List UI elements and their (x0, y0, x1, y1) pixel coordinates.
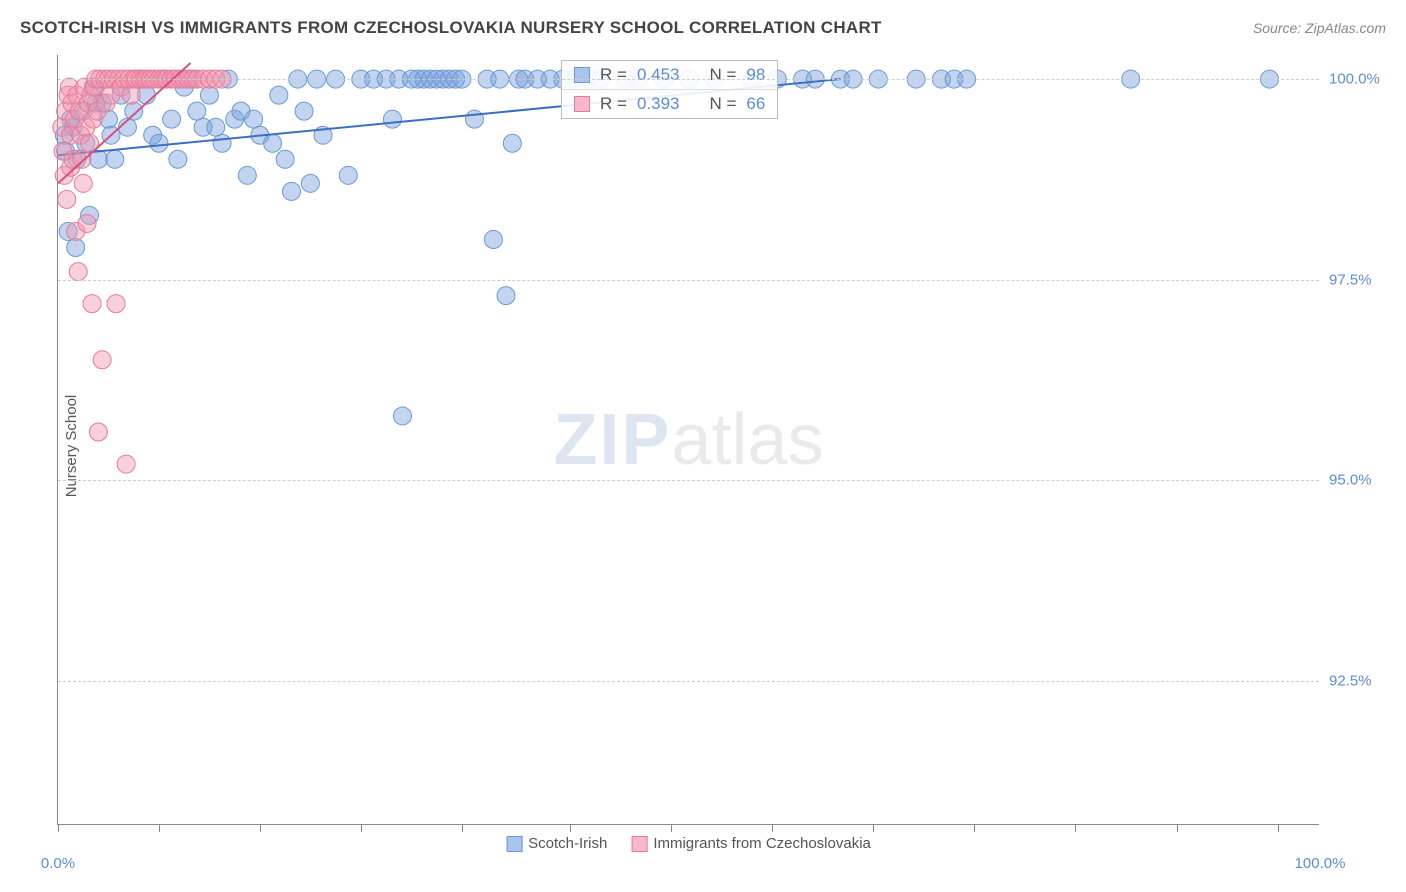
x-tick (159, 824, 160, 832)
data-point (295, 102, 313, 120)
stats-r-label: R = (600, 94, 627, 114)
data-point (383, 110, 401, 128)
stats-r-value: 0.453 (637, 65, 680, 85)
data-point (213, 134, 231, 152)
stats-n-value: 66 (746, 94, 765, 114)
x-tick (671, 824, 672, 832)
source-text: Source: ZipAtlas.com (1253, 20, 1386, 36)
x-tick (361, 824, 362, 832)
y-tick-label: 97.5% (1329, 271, 1399, 288)
grid-line (58, 681, 1319, 682)
data-point (78, 214, 96, 232)
data-point (276, 150, 294, 168)
title-bar: SCOTCH-IRISH VS IMMIGRANTS FROM CZECHOSL… (20, 18, 1386, 38)
data-point (301, 174, 319, 192)
x-tick (1278, 824, 1279, 832)
chart-title: SCOTCH-IRISH VS IMMIGRANTS FROM CZECHOSL… (20, 18, 882, 38)
x-tick (873, 824, 874, 832)
x-tick-label: 100.0% (1295, 855, 1346, 872)
data-point (394, 407, 412, 425)
stats-r-label: R = (600, 65, 627, 85)
x-tick (1177, 824, 1178, 832)
y-tick-label: 100.0% (1329, 71, 1399, 88)
y-tick-label: 95.0% (1329, 472, 1399, 489)
legend-swatch (631, 836, 647, 852)
x-tick (58, 824, 59, 832)
data-point (125, 102, 143, 120)
data-point (245, 110, 263, 128)
stats-row: R = 0.393 N = 66 (562, 90, 777, 118)
data-point (106, 150, 124, 168)
stats-n-label: N = (709, 65, 736, 85)
x-tick (462, 824, 463, 832)
data-point (89, 423, 107, 441)
x-tick (570, 824, 571, 832)
grid-line (58, 480, 1319, 481)
data-point (264, 134, 282, 152)
data-point (74, 174, 92, 192)
data-point (93, 351, 111, 369)
data-point (58, 190, 76, 208)
data-point (107, 295, 125, 313)
stats-n-label: N = (709, 94, 736, 114)
stats-row: R = 0.453 N = 98 (562, 61, 777, 90)
legend-swatch (574, 96, 590, 112)
legend-item: Immigrants from Czechoslovakia (631, 835, 871, 852)
data-point (282, 182, 300, 200)
data-point (270, 86, 288, 104)
data-point (207, 118, 225, 136)
data-point (497, 287, 515, 305)
data-point (169, 150, 187, 168)
data-point (465, 110, 483, 128)
legend-label: Immigrants from Czechoslovakia (653, 835, 871, 852)
plot-svg (58, 55, 1319, 824)
data-point (484, 230, 502, 248)
plot-area: ZIPatlas R = 0.453N = 98R = 0.393N = 66 … (57, 55, 1319, 825)
grid-line (58, 79, 1319, 80)
legend-swatch (506, 836, 522, 852)
data-point (122, 86, 140, 104)
y-tick-label: 92.5% (1329, 672, 1399, 689)
stats-box: R = 0.453 N = 98 R = 0.393 N = 66 (561, 60, 778, 119)
stats-r-value: 0.393 (637, 94, 680, 114)
x-tick (974, 824, 975, 832)
data-point (83, 295, 101, 313)
legend-bottom: Scotch-Irish Immigrants from Czechoslovak… (506, 835, 871, 852)
data-point (150, 134, 168, 152)
x-tick (260, 824, 261, 832)
x-tick-label: 0.0% (41, 855, 75, 872)
data-point (188, 102, 206, 120)
x-tick (772, 824, 773, 832)
data-point (238, 166, 256, 184)
data-point (69, 263, 87, 281)
stats-n-value: 98 (746, 65, 765, 85)
legend-label: Scotch-Irish (528, 835, 607, 852)
data-point (73, 150, 91, 168)
x-tick (1075, 824, 1076, 832)
data-point (200, 86, 218, 104)
data-point (163, 110, 181, 128)
chart-container: SCOTCH-IRISH VS IMMIGRANTS FROM CZECHOSL… (0, 0, 1406, 892)
legend-item: Scotch-Irish (506, 835, 607, 852)
data-point (67, 239, 85, 257)
data-point (117, 455, 135, 473)
data-point (339, 166, 357, 184)
grid-line (58, 280, 1319, 281)
data-point (503, 134, 521, 152)
legend-swatch (574, 67, 590, 83)
